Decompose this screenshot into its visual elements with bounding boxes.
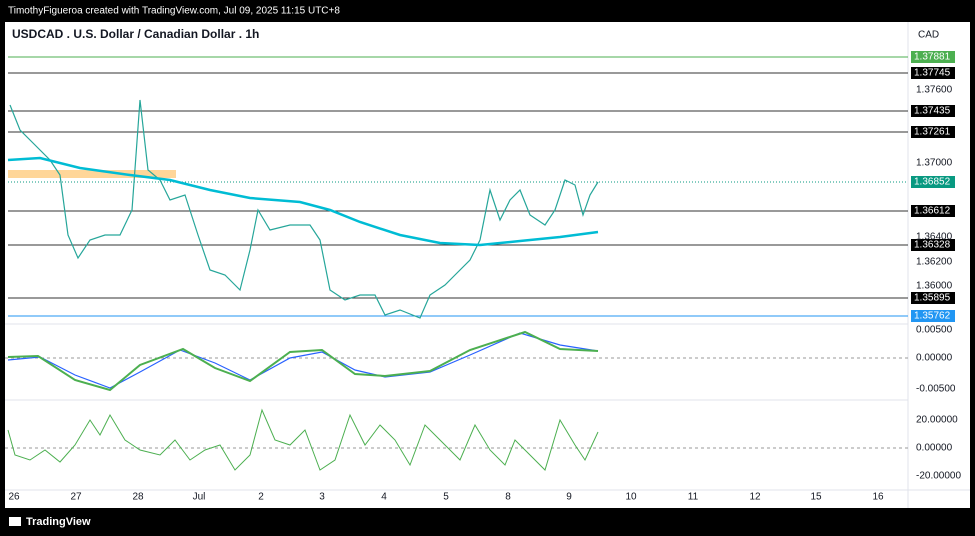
price-box xyxy=(911,310,955,322)
macd-tick: 0.00500 xyxy=(916,325,953,336)
time-label: Jul xyxy=(193,492,206,503)
time-label: 2 xyxy=(258,492,264,503)
time-label: 9 xyxy=(566,492,572,503)
price-box xyxy=(911,292,955,304)
moving-average xyxy=(7,156,599,247)
macd-tick: -0.00500 xyxy=(916,384,956,395)
price-box xyxy=(911,176,955,188)
price-box xyxy=(911,51,955,63)
brand-logo xyxy=(9,517,21,526)
price-box xyxy=(911,239,955,251)
time-label: 4 xyxy=(381,492,387,503)
price-tick: 1.36200 xyxy=(916,257,953,268)
price-box-label: 1.37261 xyxy=(914,127,951,138)
time-label: 27 xyxy=(70,492,82,503)
macd-tick: 0.00000 xyxy=(916,353,953,364)
price-box-label: 1.36852 xyxy=(914,177,951,188)
time-label: 15 xyxy=(810,492,822,503)
price-box-label: 1.37435 xyxy=(914,106,951,117)
price-tick: 1.37600 xyxy=(916,85,953,96)
price-tick: 1.36400 xyxy=(916,232,953,243)
time-label: 3 xyxy=(319,492,325,503)
time-label: 5 xyxy=(443,492,449,503)
price-box xyxy=(911,126,955,138)
time-label: 12 xyxy=(749,492,761,503)
oscillator xyxy=(7,408,599,471)
macd-signal xyxy=(7,332,599,389)
macd-line xyxy=(7,330,599,392)
price-box xyxy=(911,105,955,117)
price-box-label: 1.36612 xyxy=(914,206,951,217)
chart-title: USDCAD . U.S. Dollar / Canadian Dollar .… xyxy=(12,27,259,41)
price-tick: 1.36000 xyxy=(916,281,953,292)
price-box-label: 1.37881 xyxy=(914,52,951,63)
chart-area xyxy=(5,22,970,508)
time-label: 11 xyxy=(688,492,699,503)
price-box-label: 1.37745 xyxy=(914,68,951,79)
currency: CAD xyxy=(918,30,939,41)
price-box-label: 1.36328 xyxy=(914,240,951,251)
price-box xyxy=(911,67,955,79)
price-box-label: 1.35895 xyxy=(914,293,951,304)
credit: TimothyFigueroa created with TradingView… xyxy=(8,6,340,17)
osc-tick: 0.00000 xyxy=(916,443,953,454)
price-tick: 1.37000 xyxy=(916,158,953,169)
price xyxy=(9,99,599,319)
time-label: 26 xyxy=(8,492,20,503)
time-label: 8 xyxy=(505,492,511,503)
time-label: 28 xyxy=(132,492,144,503)
price-box xyxy=(911,205,955,217)
time-label: 10 xyxy=(625,492,637,503)
price-box-label: 1.35762 xyxy=(914,311,951,322)
osc-tick: -20.00000 xyxy=(916,471,961,482)
osc-tick: 20.00000 xyxy=(916,415,958,426)
time-label: 16 xyxy=(872,492,884,503)
brand: TradingView xyxy=(26,516,91,528)
zone xyxy=(8,170,176,178)
